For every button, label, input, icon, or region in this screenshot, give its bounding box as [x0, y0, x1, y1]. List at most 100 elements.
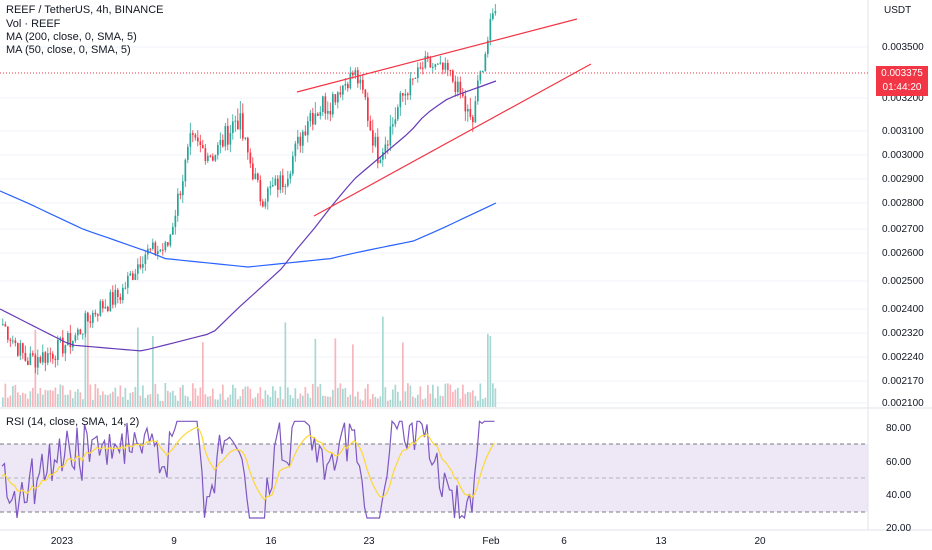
candle-body: [114, 289, 117, 305]
volume-bar: [12, 386, 14, 407]
volume-bar: [217, 399, 219, 407]
volume-bar: [19, 395, 22, 407]
candle-body: [217, 144, 219, 156]
volume-bar: [479, 383, 482, 407]
candle-body: [414, 77, 417, 79]
volume-bar: [162, 400, 164, 407]
volume-bar: [94, 383, 97, 407]
volume-legend[interactable]: Vol · REEF: [6, 18, 61, 30]
volume-bar: [122, 396, 124, 407]
price-tick-label: 0.002500: [882, 276, 924, 287]
volume-bar: [22, 392, 24, 407]
candle-body: [77, 329, 79, 336]
volume-bar: [59, 384, 62, 407]
candle-body: [124, 287, 127, 289]
rsi-axis-ticks: 80.00 60.00 40.00 20.00: [886, 423, 911, 534]
price-tick-label: 0.002240: [882, 352, 924, 363]
volume-bar: [239, 396, 242, 407]
candle-body: [394, 119, 397, 125]
candle-body: [332, 94, 334, 115]
candle-body: [129, 273, 132, 276]
candle-body: [382, 152, 384, 160]
volume-bar: [232, 384, 234, 407]
candle-body: [24, 352, 27, 361]
candle-body: [144, 254, 147, 265]
volume-bar: [297, 398, 299, 407]
volume-bar: [64, 394, 67, 407]
candle-body: [49, 353, 52, 355]
candle-body: [279, 175, 282, 190]
volume-bar: [102, 391, 104, 407]
volume-bar: [44, 389, 47, 407]
volume-bar: [149, 394, 152, 407]
volume-bar: [277, 397, 279, 407]
candle-body: [299, 136, 302, 146]
volume-bar: [137, 327, 139, 407]
lower-trendline[interactable]: [313, 63, 592, 217]
candle-body: [479, 71, 482, 81]
volume-bar: [14, 384, 17, 407]
volume-bar: [319, 383, 322, 407]
candle-body: [464, 96, 467, 112]
candle-body: [132, 273, 134, 280]
candle-body: [447, 62, 449, 70]
volume-bar: [419, 386, 422, 407]
candle-body: [34, 355, 37, 368]
candle-body: [472, 116, 474, 123]
candle-body: [237, 120, 239, 130]
volume-bar: [392, 389, 394, 407]
volume-bar: [307, 393, 309, 407]
volume-bar: [412, 396, 414, 407]
rsi-tick-label: 60.00: [886, 457, 911, 468]
candle-body: [152, 242, 154, 249]
candle-body: [79, 329, 82, 335]
candle-body: [159, 249, 162, 252]
candle-body: [32, 353, 34, 356]
volume-bar: [454, 389, 457, 407]
candle-body: [329, 110, 332, 115]
volume-bar: [2, 397, 4, 407]
volume-bar: [212, 388, 214, 407]
volume-bar: [494, 388, 497, 407]
candle-body: [337, 92, 339, 103]
candle-body: [462, 93, 464, 97]
candle-body: [409, 78, 412, 96]
volume-bar: [194, 388, 197, 407]
volume-bar: [144, 397, 147, 407]
volume-bar: [107, 395, 109, 407]
volume-bar: [407, 383, 409, 407]
candle-body: [467, 108, 469, 112]
volume-bar: [114, 387, 117, 407]
candle-body: [92, 312, 94, 323]
volume-bar: [79, 392, 82, 407]
volume-bar: [374, 396, 377, 407]
volume-bar: [189, 400, 192, 407]
ma200-legend[interactable]: MA (200, close, 0, SMA, 5): [6, 31, 137, 43]
volume-bar: [377, 398, 379, 407]
candle-body: [242, 113, 244, 139]
candle-body: [322, 96, 324, 113]
volume-bar: [182, 384, 184, 407]
upper-trendline[interactable]: [296, 18, 578, 93]
time-tick-label: Feb: [482, 536, 500, 547]
volume-bar: [364, 388, 367, 407]
candle-body: [214, 155, 217, 161]
candle-body: [149, 248, 152, 250]
time-tick-label: 20: [754, 536, 766, 547]
candle-body: [174, 215, 177, 228]
candle-body: [302, 131, 304, 146]
candle-body: [292, 156, 294, 174]
candle-body: [142, 264, 144, 268]
volume-bar: [417, 394, 419, 407]
rsi-legend[interactable]: RSI (14, close, SMA, 14, 2): [6, 416, 139, 428]
ma50-legend[interactable]: MA (50, close, 0, SMA, 5): [6, 44, 131, 56]
volume-bar: [439, 395, 442, 407]
rsi-tick-label: 40.00: [886, 490, 911, 501]
symbol-title[interactable]: REEF / TetherUS, 4h, BINANCE: [6, 4, 164, 16]
volume-bar: [347, 396, 349, 407]
volume-bar: [459, 398, 462, 407]
volume-bar: [32, 387, 34, 407]
candle-body: [437, 63, 439, 65]
last-price-value: 0.003375: [881, 68, 923, 79]
